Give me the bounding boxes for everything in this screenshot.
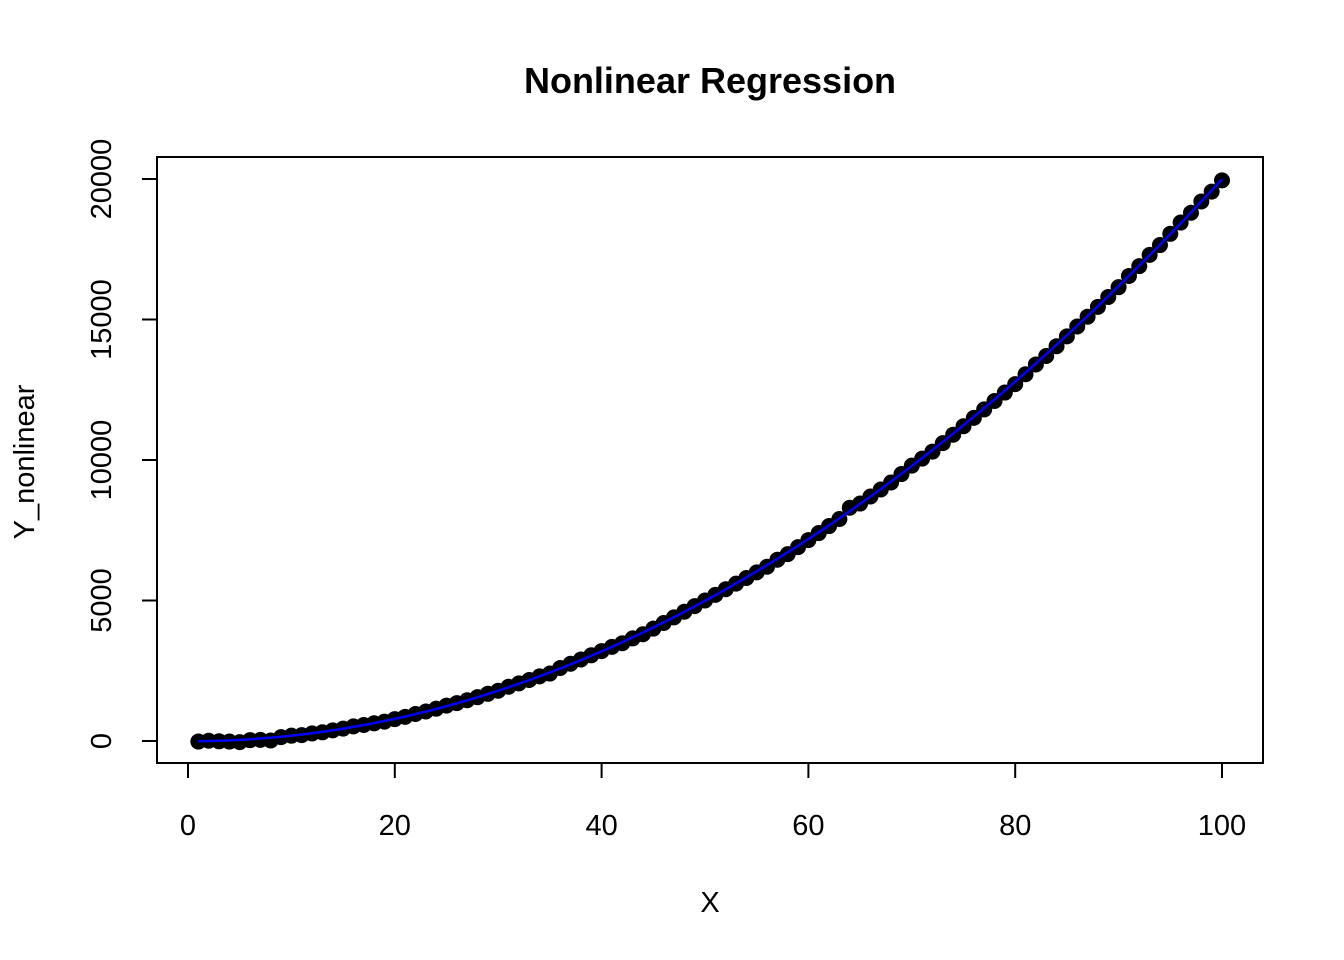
data-point bbox=[1007, 376, 1024, 393]
y-axis: 0 5000 10000 15000 20000 bbox=[86, 139, 158, 749]
x-tick-label: 80 bbox=[999, 810, 1031, 842]
y-tick-label: 0 bbox=[86, 733, 118, 749]
x-axis: 0 20 40 60 80 100 bbox=[180, 762, 1246, 842]
fit-line-layer bbox=[198, 178, 1223, 743]
x-tick-label: 60 bbox=[792, 810, 824, 842]
x-axis-title: X bbox=[700, 887, 719, 919]
x-tick-label: 20 bbox=[379, 810, 411, 842]
x-tick-label: 0 bbox=[180, 810, 196, 842]
chart-title: Nonlinear Regression bbox=[524, 60, 896, 101]
y-tick-label: 15000 bbox=[86, 279, 118, 360]
y-tick-label: 5000 bbox=[86, 568, 118, 633]
plot-frame bbox=[156, 156, 1264, 764]
fit-line bbox=[198, 178, 1223, 743]
y-tick-label: 10000 bbox=[86, 420, 118, 501]
y-axis-title: Y_nonlinear bbox=[9, 384, 41, 539]
x-tick-label: 40 bbox=[585, 810, 617, 842]
y-tick-label: 20000 bbox=[86, 139, 118, 220]
x-tick-label: 100 bbox=[1198, 810, 1246, 842]
points-layer bbox=[190, 172, 1230, 751]
